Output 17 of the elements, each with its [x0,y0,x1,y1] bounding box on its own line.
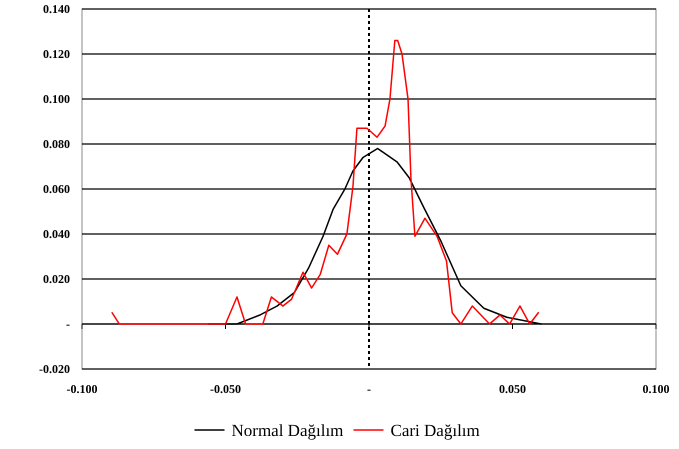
y-tick-label: 0.080 [43,137,70,152]
x-tick-label: 0.100 [642,382,670,396]
y-tick-label: 0.020 [43,272,70,286]
y-tick-label: 0.120 [43,47,70,62]
line-series [111,40,540,325]
y-tick-label: - [66,317,70,332]
x-tick-label: -0.050 [210,382,241,396]
x-tick-label: -0.100 [66,382,98,396]
y-tick-label: 0.100 [43,92,70,106]
x-tick-label: 0.050 [499,382,526,396]
legend-label: Cari Dağılım [390,421,480,440]
y-tick-label: 0.060 [43,182,70,196]
y-tick-label: 0.040 [43,227,70,242]
y-tick-label: 0.140 [43,2,70,16]
y-tick-label: -0.020 [39,362,70,376]
x-tick-label: - [367,382,371,396]
legend-label: Normal Dağılım [232,421,344,440]
